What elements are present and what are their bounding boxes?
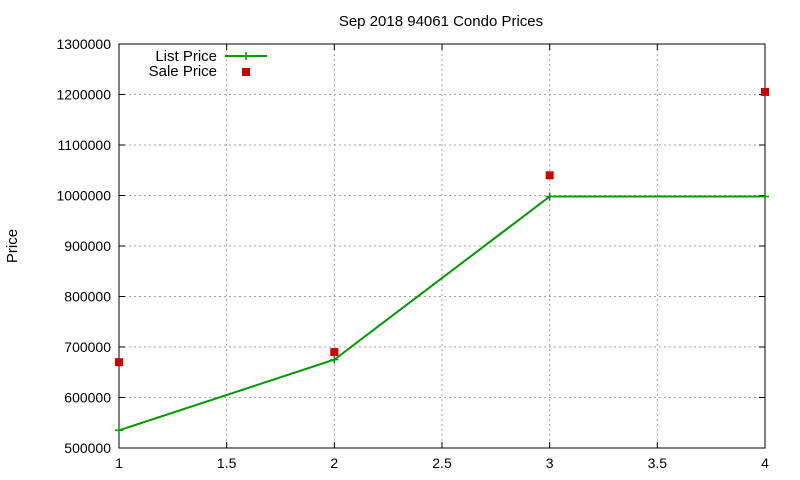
y-tick-label: 1300000: [56, 36, 111, 52]
x-tick-label: 3.5: [648, 455, 668, 471]
x-tick-label: 2.5: [432, 455, 452, 471]
chart-title: Sep 2018 94061 Condo Prices: [339, 13, 543, 30]
x-tick-label: 1: [115, 455, 123, 471]
y-tick-label: 500000: [64, 440, 111, 456]
sale-price-point: [545, 171, 554, 180]
x-tick-label: 1.5: [217, 455, 237, 471]
legend-label-list-price: List Price: [155, 48, 217, 65]
list-price-point: [115, 426, 123, 435]
x-tick-label: 3: [546, 455, 554, 471]
grid-layer: [119, 44, 765, 448]
legend-marker-list-price: [242, 52, 250, 60]
y-tick-label: 900000: [64, 238, 111, 254]
y-tick-label: 1200000: [56, 87, 111, 103]
sale-price-point: [330, 348, 339, 357]
y-tick-label: 800000: [64, 289, 111, 305]
series-list-price-line: [118, 195, 765, 432]
legend-label-sale-price: Sale Price: [149, 63, 217, 80]
y-tick-label: 1000000: [56, 188, 111, 204]
list-price-point: [545, 192, 554, 201]
y-axis-label: Price: [4, 229, 21, 263]
x-tick-label: 2: [330, 455, 338, 471]
sale-price-point: [115, 358, 123, 367]
list-price-point: [761, 192, 769, 201]
list-price-point: [330, 355, 339, 364]
sale-price-point: [761, 87, 769, 96]
y-tick-label: 1100000: [58, 137, 112, 153]
tick-layer: 500000 600000 700000 800000 900000 1000000 110…: [56, 36, 769, 471]
series-layer: [115, 87, 769, 435]
x-tick-label: 4: [761, 455, 769, 471]
y-tick-label: 600000: [64, 390, 111, 406]
y-tick-label: 700000: [64, 339, 111, 355]
legend-marker-sale-price: [242, 68, 250, 76]
